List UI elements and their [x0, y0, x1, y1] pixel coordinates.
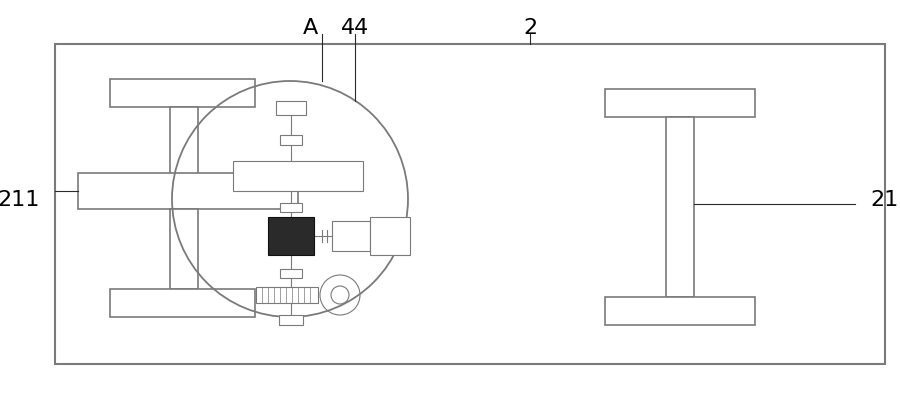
Bar [280, 136, 302, 146]
Bar [280, 203, 302, 213]
Bar [280, 269, 302, 278]
Text: 44: 44 [341, 18, 369, 38]
Bar [55, 45, 885, 364]
Bar [370, 217, 410, 255]
Bar [170, 108, 198, 176]
Text: A: A [302, 18, 318, 38]
Bar [233, 162, 363, 192]
Bar [276, 102, 306, 116]
Text: 2: 2 [523, 18, 537, 38]
Bar [605, 90, 755, 118]
Bar [268, 217, 314, 255]
Text: 211: 211 [0, 190, 40, 209]
Bar [279, 315, 303, 325]
Bar [605, 297, 755, 325]
Bar [170, 209, 198, 289]
Text: 21: 21 [870, 190, 898, 209]
Bar [256, 287, 318, 303]
Bar [110, 289, 255, 317]
Bar [666, 118, 694, 297]
Bar [110, 80, 255, 108]
Bar [332, 221, 370, 251]
Bar [78, 174, 298, 209]
